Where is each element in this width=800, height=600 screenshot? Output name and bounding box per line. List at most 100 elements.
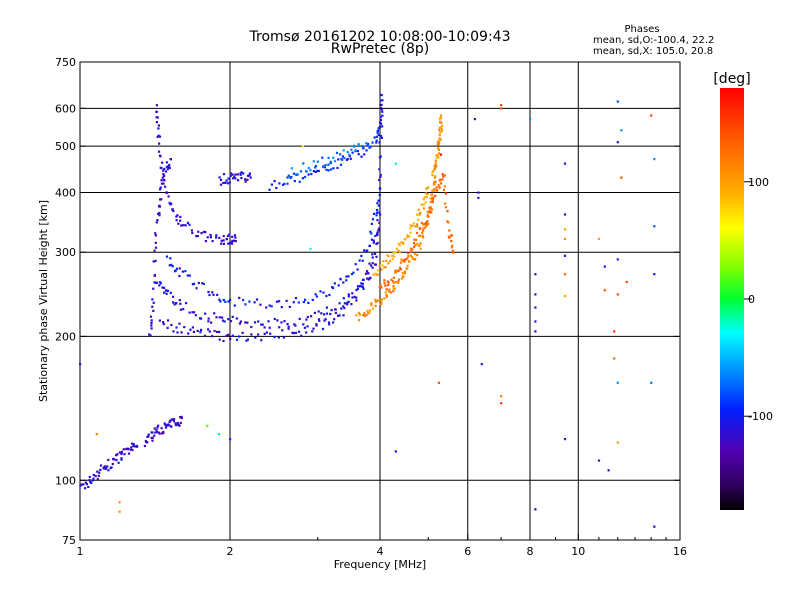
- data-point: [175, 326, 178, 329]
- data-point: [234, 236, 237, 239]
- data-point: [302, 323, 305, 326]
- data-point: [219, 178, 223, 181]
- data-point: [473, 118, 476, 121]
- data-point: [534, 273, 537, 276]
- data-point: [204, 240, 207, 243]
- data-point: [246, 178, 249, 181]
- data-point: [240, 176, 243, 180]
- data-point: [160, 198, 163, 201]
- data-point: [106, 465, 109, 468]
- data-point: [265, 331, 268, 334]
- data-point: [372, 273, 375, 276]
- data-point: [603, 265, 606, 268]
- data-point: [400, 258, 403, 261]
- data-point: [229, 174, 232, 177]
- data-point: [329, 160, 332, 163]
- data-point: [433, 176, 436, 179]
- data-point: [132, 443, 135, 446]
- data-point: [303, 175, 307, 179]
- data-point: [315, 295, 318, 298]
- y-tick-label: 200: [55, 330, 76, 343]
- data-point: [163, 422, 166, 425]
- data-point: [88, 479, 91, 482]
- data-point: [439, 153, 443, 156]
- data-point: [370, 304, 373, 307]
- data-point: [160, 167, 163, 170]
- data-point: [248, 174, 251, 177]
- data-point: [215, 234, 218, 237]
- data-point: [287, 174, 290, 177]
- data-point: [362, 287, 365, 290]
- data-point: [99, 464, 103, 467]
- data-point: [436, 140, 439, 144]
- data-point: [416, 225, 419, 228]
- data-point: [418, 213, 421, 216]
- data-point: [379, 284, 382, 287]
- data-point: [390, 278, 393, 281]
- data-point: [218, 176, 221, 179]
- data-point: [180, 417, 183, 420]
- data-point: [374, 234, 377, 237]
- data-point: [332, 321, 335, 324]
- data-point: [368, 312, 371, 315]
- data-point: [376, 273, 379, 276]
- data-point: [422, 229, 425, 232]
- data-point: [332, 167, 335, 170]
- data-point: [186, 221, 189, 224]
- data-point: [169, 291, 172, 294]
- data-point: [222, 181, 225, 185]
- data-point: [378, 125, 381, 128]
- data-point: [155, 104, 158, 107]
- data-point: [307, 173, 310, 176]
- data-point: [324, 164, 327, 167]
- data-point: [339, 163, 343, 166]
- data-point: [342, 281, 345, 284]
- data-point: [145, 441, 148, 444]
- data-point: [263, 326, 266, 329]
- data-point: [149, 315, 153, 318]
- data-point: [337, 158, 340, 161]
- data-point: [362, 314, 365, 317]
- data-point: [191, 311, 194, 314]
- data-point: [429, 200, 432, 203]
- data-point: [360, 155, 363, 158]
- data-point: [151, 431, 154, 434]
- data-point: [358, 259, 361, 262]
- data-point: [380, 268, 383, 271]
- data-point: [378, 264, 381, 267]
- phase-box-o-stats: mean, sd,O:-100.4, 22.2: [593, 35, 714, 46]
- data-point: [152, 301, 155, 304]
- data-point: [195, 235, 198, 238]
- data-point: [441, 173, 444, 176]
- data-point: [394, 162, 397, 165]
- data-point: [371, 253, 374, 256]
- data-point: [208, 330, 211, 333]
- data-point: [429, 206, 432, 209]
- data-point: [215, 236, 218, 239]
- data-point: [322, 165, 325, 168]
- data-point: [96, 470, 99, 473]
- data-point: [480, 363, 483, 366]
- data-point: [221, 316, 224, 319]
- phase-box-x-stats: mean, sd,X: 105.0, 20.8: [593, 46, 713, 57]
- data-point: [226, 182, 229, 185]
- data-point: [429, 197, 432, 200]
- data-point: [369, 276, 372, 279]
- data-point: [158, 142, 161, 145]
- colorbar-ticks: 100 0 -100: [744, 176, 773, 423]
- data-point: [397, 280, 400, 283]
- data-point: [238, 322, 241, 325]
- data-point: [165, 161, 168, 164]
- data-point: [356, 287, 359, 291]
- data-point: [374, 263, 377, 266]
- data-point: [90, 481, 93, 485]
- data-point: [370, 238, 373, 241]
- data-point: [305, 318, 308, 321]
- data-point: [362, 278, 365, 281]
- data-point: [378, 156, 381, 159]
- data-point: [381, 99, 384, 102]
- data-point: [362, 147, 365, 150]
- data-point: [154, 232, 157, 235]
- data-point: [377, 229, 380, 232]
- data-point: [366, 249, 369, 252]
